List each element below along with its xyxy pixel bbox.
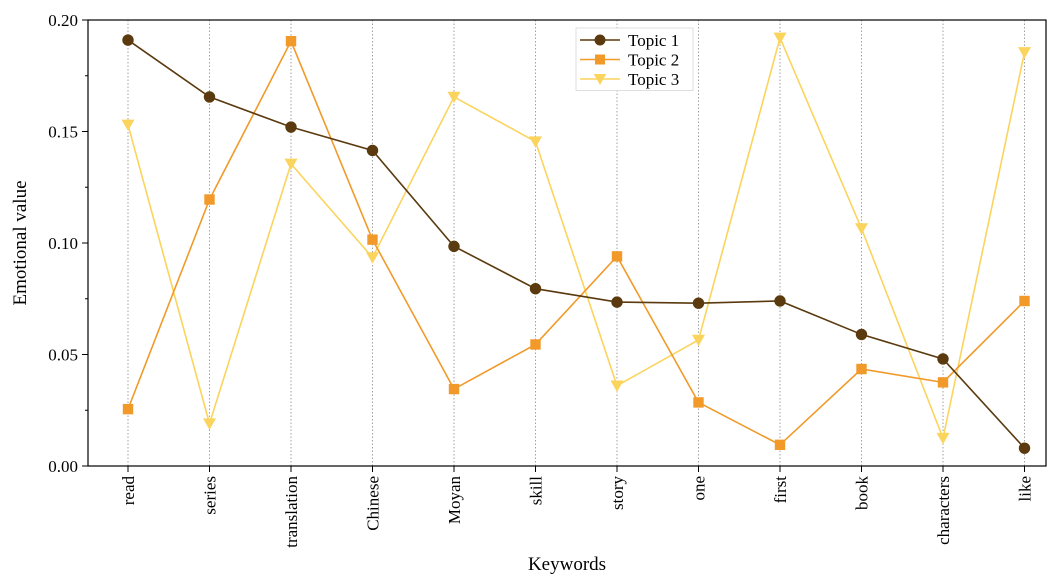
data-point xyxy=(937,377,949,388)
data-point xyxy=(937,353,949,365)
data-point xyxy=(448,383,460,395)
series-layer xyxy=(121,32,1031,454)
legend-item: Topic 2 xyxy=(580,51,679,70)
data-point xyxy=(121,119,135,132)
data-point xyxy=(593,74,607,85)
legend-label: Topic 1 xyxy=(628,31,679,50)
y-tick-label: 0.20 xyxy=(48,11,78,30)
x-tick-label: skill xyxy=(527,476,546,506)
data-point xyxy=(284,158,298,171)
data-point xyxy=(595,54,605,65)
data-point xyxy=(203,91,216,103)
x-tick-label: one xyxy=(690,476,709,501)
x-tick-label: characters xyxy=(934,476,953,545)
data-point xyxy=(122,34,134,46)
data-point xyxy=(366,252,379,264)
x-tick-label: read xyxy=(119,476,138,506)
data-point xyxy=(611,296,623,308)
data-point xyxy=(936,432,950,445)
data-point xyxy=(285,35,297,47)
data-point xyxy=(774,295,786,307)
data-point xyxy=(692,297,705,309)
x-tick-label: book xyxy=(853,476,872,511)
legend-label: Topic 2 xyxy=(628,51,679,70)
y-tick-label: 0.15 xyxy=(48,123,78,142)
series-topic-3 xyxy=(121,32,1031,445)
data-point xyxy=(529,136,542,148)
y-tick-label: 0.00 xyxy=(48,457,78,476)
y-axis-label: Emotional value xyxy=(10,180,31,305)
data-point xyxy=(367,234,378,245)
data-point xyxy=(594,34,606,46)
y-tick-label: 0.10 xyxy=(48,234,78,253)
legend-item: Topic 3 xyxy=(580,70,679,89)
axes: read series translation Chinese Moyan skill st… xyxy=(48,11,1034,548)
x-tick-label: first xyxy=(771,476,790,504)
data-point xyxy=(366,144,379,157)
data-point xyxy=(610,380,624,392)
data-point xyxy=(773,32,787,45)
series-topic-1 xyxy=(122,34,1031,454)
data-point xyxy=(1018,442,1031,454)
series-line xyxy=(127,39,1026,449)
data-point xyxy=(285,121,297,133)
plot-frame xyxy=(87,19,1047,467)
x-tick-label: translation xyxy=(282,476,301,548)
x-axis-label: Keywords xyxy=(528,554,606,575)
legend-item: Topic 1 xyxy=(580,31,679,50)
x-tick-label: Chinese xyxy=(364,476,383,531)
data-point xyxy=(204,194,215,205)
data-point xyxy=(692,334,705,347)
y-tick-label: 0.05 xyxy=(48,346,78,365)
legend-label: Topic 3 xyxy=(628,70,679,89)
data-point xyxy=(448,240,460,253)
data-point xyxy=(447,91,461,104)
data-point xyxy=(855,223,868,235)
data-point xyxy=(1018,47,1031,59)
x-tick-label: series xyxy=(201,476,220,515)
data-point xyxy=(122,403,134,415)
data-point xyxy=(855,328,868,341)
data-point xyxy=(774,439,786,451)
series-line xyxy=(127,35,1026,441)
data-point xyxy=(529,283,542,295)
series-topic-2 xyxy=(122,35,1030,451)
series-line xyxy=(127,39,1026,446)
data-point xyxy=(203,418,216,430)
x-tick-label: story xyxy=(608,476,627,511)
x-tick-label: like xyxy=(1016,476,1035,502)
data-point xyxy=(611,251,623,262)
data-point xyxy=(530,339,541,350)
data-point xyxy=(1019,295,1030,307)
data-point xyxy=(693,397,704,408)
x-tick-label: Moyan xyxy=(445,476,464,525)
data-point xyxy=(856,363,867,375)
